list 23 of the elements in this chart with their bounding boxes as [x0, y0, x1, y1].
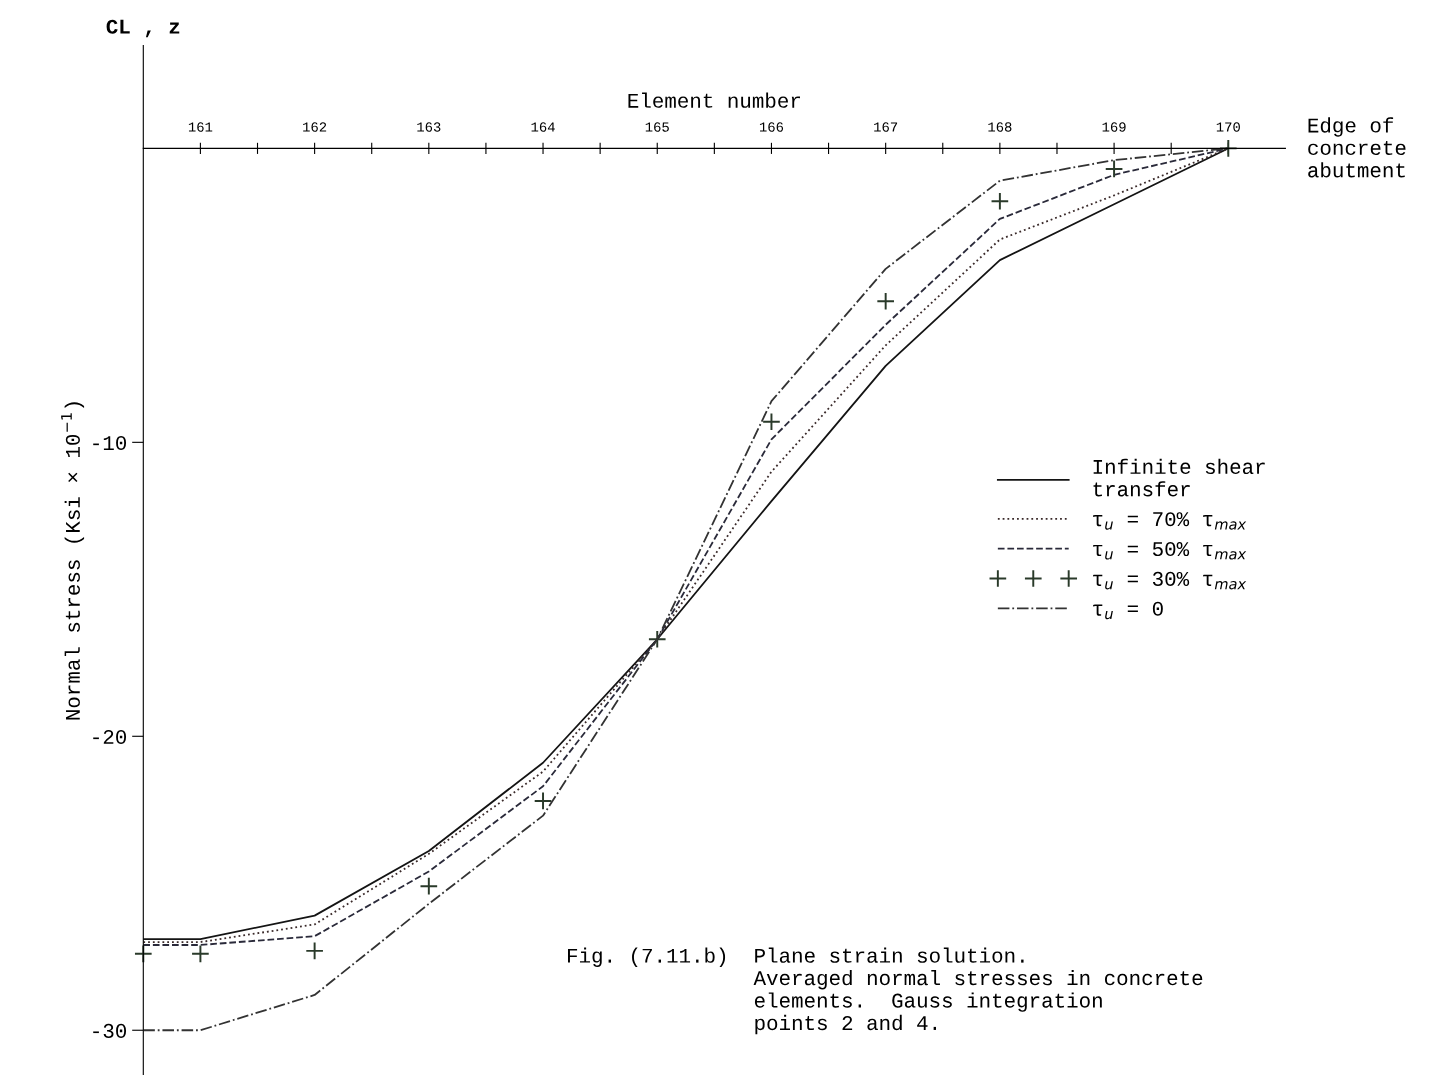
x-tick-label: 169 [1102, 122, 1126, 132]
annotation: Fig. (7.11.b) Plane strain solution. Averaged normal stresses in concrete elements. Gauss integration points 2 and 4. [568, 947, 1203, 1035]
text: CL , z [106, 19, 180, 38]
x-tick-label: 163 [417, 122, 441, 132]
y-tick-label: -20 [93, 729, 127, 745]
x-tick-label: 168 [988, 122, 1012, 132]
legend-label: τ$_{u}$ = 70% τ$_{max}$ [1093, 512, 1247, 530]
legend-label: τ$_{u}$ = 30% τ$_{max}$ [1093, 571, 1247, 590]
y-tick-label: -30 [93, 1023, 127, 1038]
legend-label: τ$_{u}$ = 50% τ$_{max}$ [1093, 541, 1247, 560]
x-tick-label: 167 [874, 122, 898, 132]
x-tick-label: 170 [1216, 122, 1240, 132]
y-axis-title: Normal stress (Ksi × 10$^{−1}$) [61, 402, 85, 720]
x-tick-label: 166 [759, 122, 784, 132]
legend-label: τ$_{u}$ = 0 [1093, 601, 1163, 620]
x-axis-title: Element number [628, 92, 800, 108]
y-tick-label: -10 [93, 435, 127, 451]
x-tick-label: 162 [303, 122, 327, 132]
legend-label: Infinite shear transfer [1093, 458, 1265, 497]
text: Edge of concrete abutment [1308, 117, 1406, 178]
x-tick-label: 165 [645, 122, 669, 132]
x-tick-label: 164 [531, 122, 555, 132]
x-tick-label: 161 [188, 122, 213, 132]
